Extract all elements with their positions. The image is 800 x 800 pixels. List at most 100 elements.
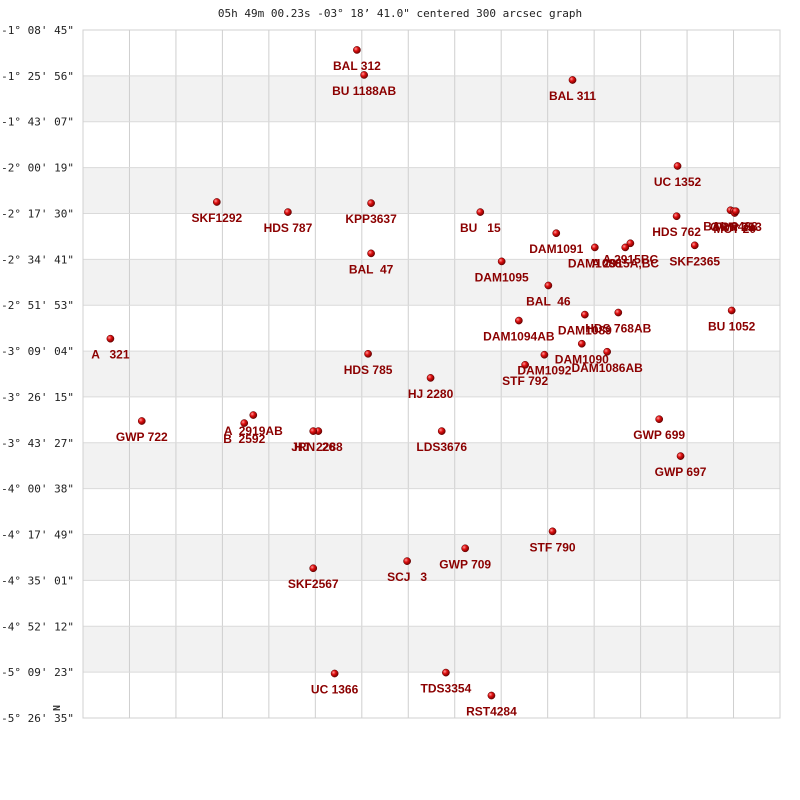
y-axis-ticks: -1° 08' 45" -1° 25' 56" -1° 43' 07" -2° 00'… [1,24,74,725]
star-label: A 321 [91,348,130,362]
star-point [552,229,561,238]
star-label: DAM1089 [558,324,612,338]
y-tick-label: -5° 09' 23" [1,666,74,679]
star-point [568,76,577,84]
star-layer [106,46,740,700]
grid-band [83,259,780,306]
plot-frame [82,29,781,719]
star-point [590,243,599,252]
star-label: RST4284 [466,705,517,719]
star-label: HDS 787 [264,221,313,235]
star-label: HDS 762 [652,225,701,239]
star-label: GWP 699 [633,428,685,442]
star-point [106,334,115,343]
star-label: BU 1052 [708,319,756,333]
star-point [476,208,485,216]
star-point [330,669,339,678]
star-label: BAL 2488 [703,219,758,233]
y-tick-label: -4° 35' 01" [1,574,74,587]
star-label: GWP 713 [710,220,762,234]
y-tick-label: -3° 26' 15" [1,391,74,404]
north-marker: N [52,705,63,711]
star-label: MCT 20 [713,222,756,236]
star-point [540,350,549,359]
star-label: BAL 46 [526,294,571,308]
star-label: HJ 2280 [408,387,454,401]
star-label: UC 1352 [654,175,702,189]
grid-band [83,534,780,581]
y-tick-label: -3° 09' 04" [1,345,74,358]
chart-title: 05h 49m 00.23s -03° 18’ 41.0" centered 3… [218,7,582,20]
grid-band [83,75,780,122]
star-label: SCJ 3 [387,570,427,584]
star-point [626,239,635,248]
star-label: A 2919AB [224,424,283,438]
star-point [426,374,435,382]
vertical-grid [128,30,735,718]
star-label: TDS3354 [421,682,472,696]
star-label: BAL 312 [333,59,381,73]
star-label: GWP 722 [116,430,168,444]
y-tick-label: -1° 08' 45" [1,24,74,37]
y-tick-label: -4° 00' 38" [1,483,74,496]
star-label: BAL 311 [549,89,596,103]
star-label: SKF2365 [669,254,720,268]
star-label: B 2592 [223,432,265,446]
y-tick-label: -1° 25' 56" [1,70,74,83]
star-label: DAM1090 [555,353,609,367]
star-point [212,198,221,206]
star-label: DAM1091 [529,242,583,256]
star-point [727,306,736,315]
star-point [442,668,450,677]
star-label: GWP 709 [439,557,491,571]
star-label: STF 792 [502,374,548,388]
grid-band [83,442,780,489]
star-label: DAM1092 [517,364,571,378]
star-label: STF 790 [530,540,576,554]
star-label: DAM1095 [475,270,529,284]
star-label: BAL 47 [349,262,394,276]
star-point [309,564,318,573]
star-label: HDS 785 [344,363,393,377]
star-label: SKF1292 [191,211,242,225]
star-point [673,162,682,170]
y-tick-label: -4° 17' 49" [1,529,74,542]
star-point [603,347,611,356]
star-point [487,691,496,700]
star-point [521,360,529,369]
star-point [614,308,623,317]
star-label: GWP 697 [655,465,707,479]
star-label: TRN 25 [713,220,755,234]
grid-band [83,351,780,397]
star-point [461,544,470,553]
grid-band [83,626,780,673]
star-point [137,417,146,425]
star-point [732,207,740,216]
star-label: HJ 2288 [294,440,343,454]
star-point [621,243,630,252]
star-point [364,349,372,358]
star-point [497,257,506,266]
y-tick-label: -2° 00' 19" [1,162,74,175]
star-point [515,316,523,325]
star-label: UC 1366 [311,683,359,697]
y-tick-label: -2° 17' 30" [1,207,74,220]
star-point [690,241,699,250]
y-tick-label: -1° 43' 07" [1,116,74,129]
star-label: HDS 768AB [585,322,651,336]
star-point [353,46,361,54]
star-label: A 2915A,BC [591,256,659,270]
y-tick-label: -5° 26' 35" [1,712,74,725]
star-point [240,419,249,427]
star-label: BU 15 [460,221,501,235]
star-label: A 2915BC [603,252,659,266]
y-tick-label: -2° 34' 41" [1,253,74,266]
star-point [284,208,292,216]
band-layer [83,75,780,673]
star-label: LDS3676 [416,440,467,454]
star-label: BU 1188AB [332,84,396,98]
star-point [367,199,375,207]
star-point [676,452,685,460]
star-point [437,427,446,435]
